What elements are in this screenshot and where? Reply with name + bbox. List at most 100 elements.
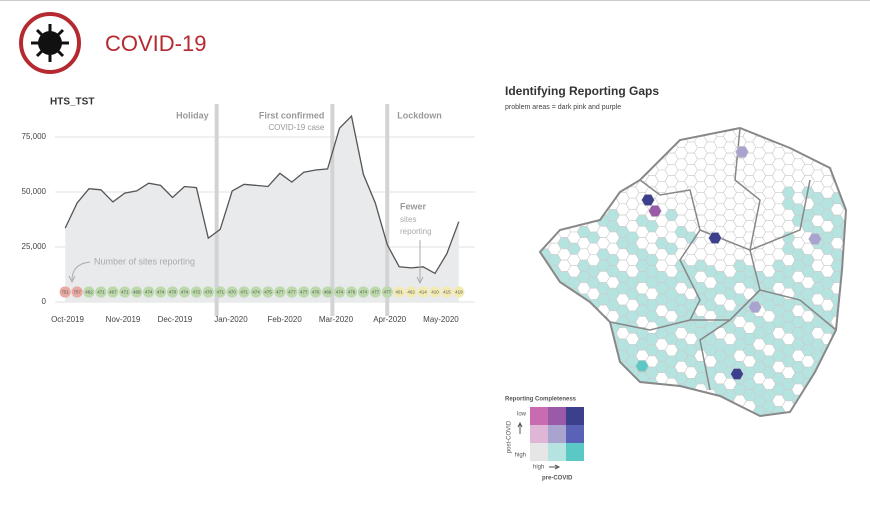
hex: [576, 136, 591, 148]
hex: [820, 411, 835, 416]
hex: [840, 141, 846, 154]
hex: [567, 321, 581, 334]
site-dot: [274, 286, 286, 298]
country-outline: [538, 126, 848, 418]
hex: [586, 389, 601, 402]
hex: [596, 147, 611, 160]
hex: [596, 383, 611, 396]
hex: [645, 130, 659, 143]
hex: [576, 147, 591, 160]
hex: [840, 130, 846, 143]
hex: [684, 411, 698, 416]
hex: [607, 446, 620, 457]
hex: [830, 158, 845, 171]
site-label: 474: [157, 290, 165, 295]
hex: [850, 339, 863, 350]
hex: [540, 299, 542, 312]
hex: [635, 147, 650, 160]
site-label: 471: [97, 290, 105, 295]
hex: [576, 316, 591, 328]
hex: [540, 175, 542, 188]
hex: [781, 130, 796, 143]
hex: [655, 440, 668, 451]
hex: [587, 435, 600, 446]
hex: [850, 148, 863, 159]
hex: [850, 181, 863, 192]
legend-cell: [548, 425, 566, 443]
hex: [597, 418, 610, 429]
legend-label: low: [517, 412, 527, 418]
hex: [540, 304, 552, 317]
hex: [586, 400, 601, 413]
x-tick-label: May-2020: [423, 315, 459, 324]
site-dot: [226, 286, 238, 298]
hex: [840, 276, 846, 289]
hex: [645, 400, 659, 413]
site-label: 415: [443, 290, 451, 295]
hex: [684, 400, 698, 413]
site-label: 477: [384, 290, 392, 295]
site-dot: [357, 286, 370, 298]
hex: [831, 440, 844, 451]
hex: [743, 423, 756, 434]
header-title: COVID-19: [105, 31, 206, 56]
site-dot: [190, 286, 202, 298]
hex: [635, 360, 649, 372]
hex: [615, 158, 630, 171]
site-dot: [107, 286, 119, 298]
hex: [547, 332, 562, 345]
hex: [841, 435, 854, 446]
hex: [654, 136, 669, 148]
hex: [810, 147, 825, 160]
hex: [567, 197, 581, 210]
hex: [733, 418, 746, 429]
hex: [576, 181, 591, 193]
site-dot: [95, 286, 107, 298]
hex: [771, 128, 786, 137]
hex: [596, 181, 611, 193]
hex: [540, 366, 542, 379]
hex: [540, 130, 542, 143]
hex: [576, 192, 591, 205]
hex: [540, 203, 552, 216]
site-label: 462: [407, 290, 415, 295]
site-label: 474: [181, 290, 189, 295]
hex: [850, 350, 863, 361]
site-dot: [202, 286, 214, 298]
line: [64, 114, 460, 275]
hex: [801, 128, 815, 131]
site-label: 474: [336, 290, 344, 295]
hex: [655, 452, 668, 463]
hex: [606, 389, 620, 402]
hex: [567, 186, 581, 199]
hex: [557, 203, 572, 216]
hex: [654, 128, 669, 137]
hex: [831, 418, 844, 429]
map-title: Identifying Reporting Gaps: [505, 84, 659, 98]
hex: [830, 361, 845, 374]
hex: [567, 164, 581, 176]
hex: [576, 361, 591, 374]
hex: [596, 349, 611, 362]
hex: [840, 152, 846, 165]
hex: [547, 197, 562, 210]
hex: [850, 452, 863, 463]
hex: [607, 423, 620, 434]
hex: [810, 383, 825, 396]
hex: [820, 389, 835, 402]
hex: [821, 446, 834, 457]
hex: [840, 287, 846, 300]
hex: [733, 429, 746, 440]
site-dot: [369, 286, 381, 298]
site-dot: [310, 286, 322, 298]
site-label: 751: [61, 290, 69, 295]
hex: [596, 394, 611, 407]
hex: [586, 332, 601, 345]
hex: [540, 271, 552, 283]
site-label: 476: [312, 290, 320, 295]
hex: [547, 366, 562, 379]
hex: [730, 368, 744, 380]
hex: [763, 446, 776, 457]
hex: [540, 197, 542, 210]
hex: [557, 214, 572, 227]
